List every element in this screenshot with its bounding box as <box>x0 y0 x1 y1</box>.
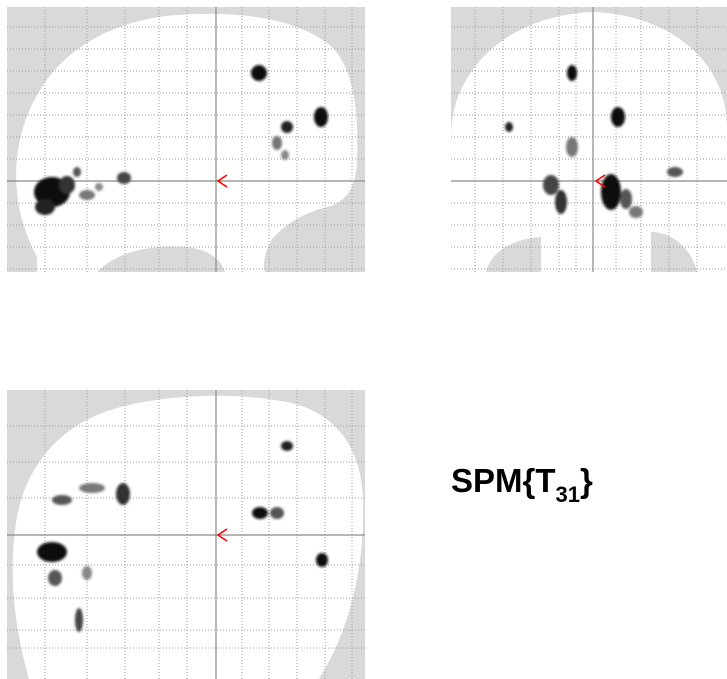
axis-lines <box>7 390 365 679</box>
cursor-marker <box>594 174 606 188</box>
glass-brain-coronal-view <box>451 7 727 272</box>
statistic-label-suffix: } <box>580 462 593 499</box>
axis-lines <box>451 7 727 272</box>
glass-brain-sagittal-view <box>7 7 365 272</box>
grid-lines <box>7 7 365 272</box>
cursor-marker <box>216 528 228 542</box>
statistic-label-subscript: 31 <box>555 482 580 507</box>
brain-outline <box>12 395 364 679</box>
cursor-marker <box>216 174 228 188</box>
statistic-label: SPM{T31} <box>451 462 593 508</box>
brain-outline <box>451 12 727 272</box>
statistic-label-prefix: SPM{T <box>451 462 556 499</box>
glass-brain-axial-view <box>7 390 365 679</box>
activation-blobs <box>34 65 328 215</box>
activation-blobs <box>37 441 328 632</box>
activation-blobs <box>505 65 683 218</box>
cerebellum-notch <box>97 246 225 272</box>
grid-lines <box>451 7 727 272</box>
